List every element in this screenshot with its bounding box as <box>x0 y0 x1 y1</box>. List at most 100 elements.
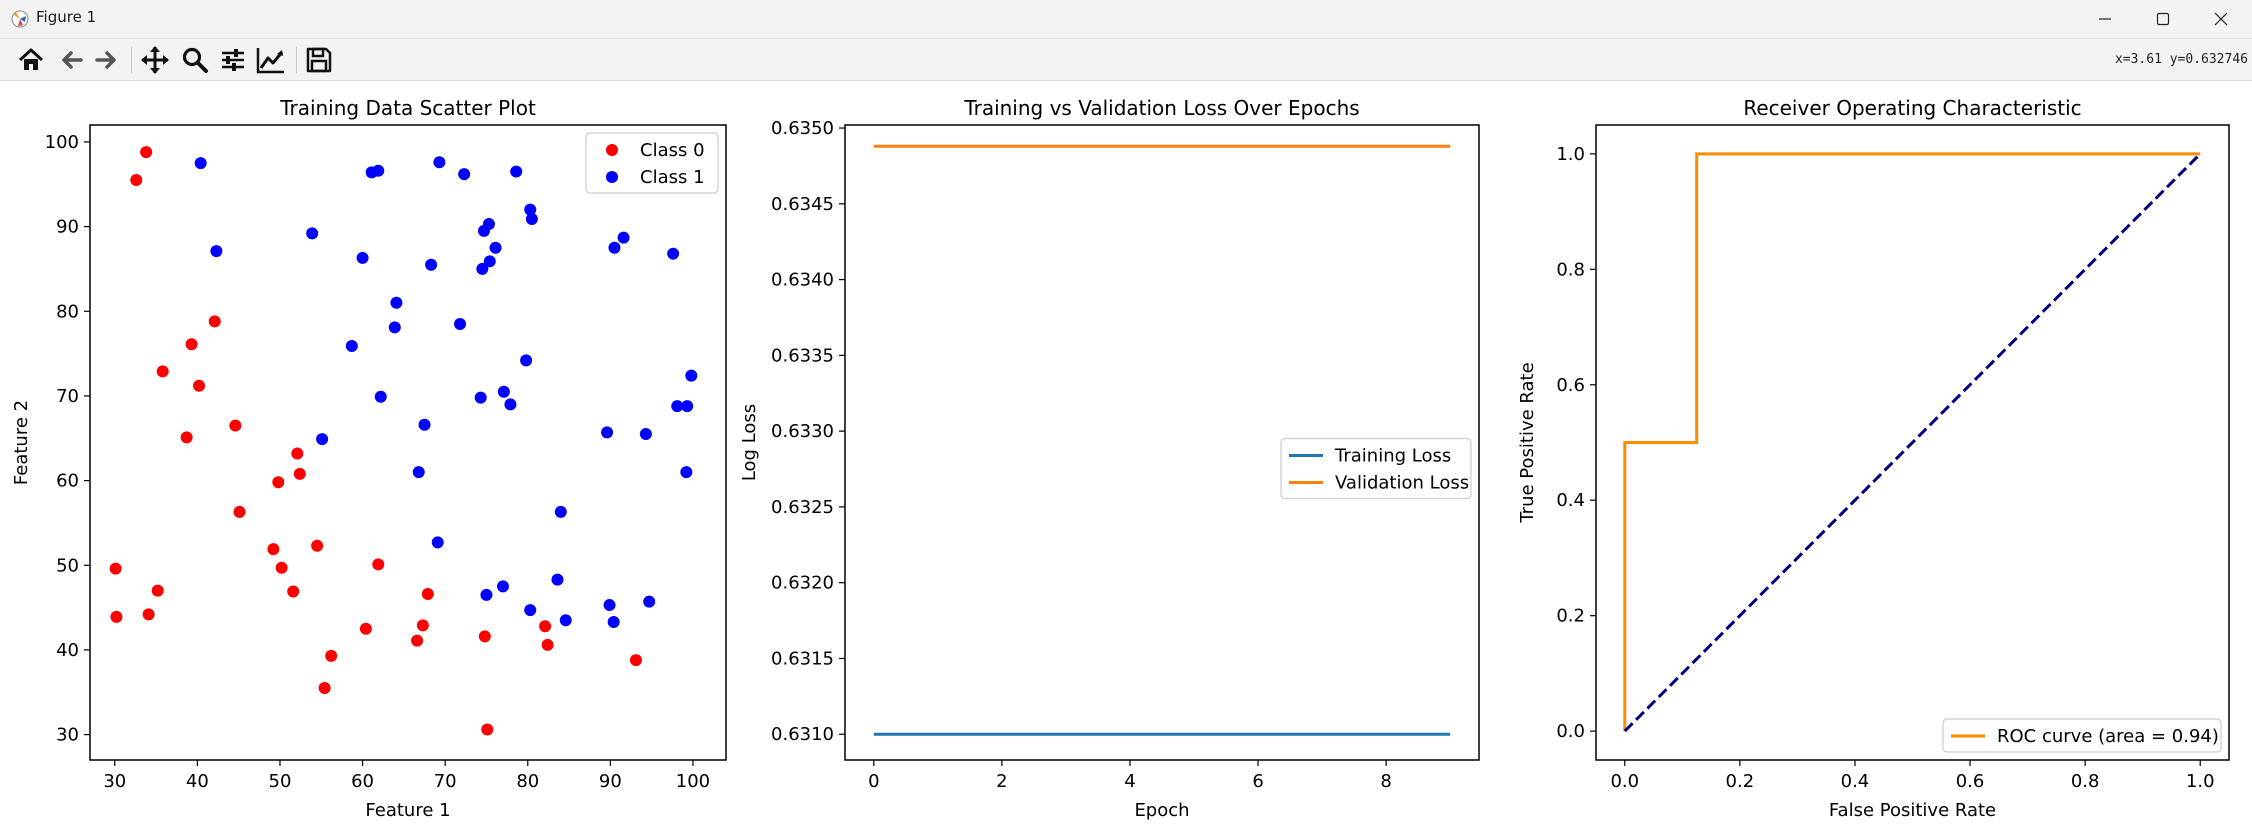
x-tick-label: 100 <box>676 771 710 792</box>
maximize-icon <box>2156 12 2170 26</box>
x-tick-label: 0.0 <box>1610 771 1639 792</box>
scatter-point-class-0 <box>291 447 304 460</box>
maximize-button[interactable] <box>2134 0 2192 38</box>
y-tick-label: 80 <box>56 301 79 322</box>
cursor-coordinates: x=3.61 y=0.632746 <box>2114 52 2248 67</box>
x-tick-label: 40 <box>186 771 209 792</box>
back-icon <box>62 51 83 69</box>
home-button[interactable] <box>14 43 48 77</box>
zoom-icon <box>182 47 208 73</box>
y-axis-label: True Positive Rate <box>1517 362 1538 523</box>
save-button[interactable] <box>302 43 336 77</box>
pan-button[interactable] <box>138 43 172 77</box>
scatter-point-class-1 <box>608 241 621 254</box>
y-tick-label: 0.6310 <box>771 724 834 745</box>
legend: ROC curve (area = 0.94) <box>1942 718 2222 753</box>
scatter-point-class-1 <box>520 354 533 367</box>
scatter-point-class-1 <box>525 212 538 225</box>
x-tick-label: 4 <box>1124 771 1135 792</box>
scatter-point-class-0 <box>110 610 123 623</box>
scatter-point-class-0 <box>151 584 164 597</box>
scatter-point-class-0 <box>275 561 288 574</box>
y-axis-label: Feature 2 <box>11 400 32 485</box>
axes-frame <box>844 124 1480 761</box>
y-tick-label: 0.8 <box>1556 259 1585 280</box>
y-tick-label: 0.4 <box>1556 490 1585 511</box>
legend-label: Validation Loss <box>1335 473 1469 494</box>
close-button[interactable] <box>2192 0 2250 38</box>
legend-label: Class 1 <box>640 167 705 188</box>
scatter-point-class-0 <box>109 562 122 575</box>
y-tick-label: 90 <box>56 217 79 238</box>
y-tick-label: 0.6 <box>1556 375 1585 396</box>
scatter-point-class-0 <box>311 539 324 552</box>
chart-title: Training Data Scatter Plot <box>279 96 536 120</box>
x-tick-label: 1.0 <box>2186 771 2215 792</box>
scatter-point-class-0 <box>156 365 169 378</box>
scatter-point-class-1 <box>559 614 572 627</box>
scatter-point-class-1 <box>524 203 537 216</box>
scatter-point-class-1 <box>671 400 684 413</box>
plot-area[interactable] <box>90 125 726 760</box>
scatter-point-class-0 <box>629 654 642 667</box>
scatter-point-class-1 <box>372 164 385 177</box>
legend-marker <box>606 171 618 183</box>
x-tick-label: 60 <box>351 771 374 792</box>
scatter-point-class-0 <box>541 638 554 651</box>
scatter-point-class-0 <box>142 608 155 621</box>
y-tick-label: 0.6340 <box>771 270 834 291</box>
scatter-point-class-1 <box>603 599 616 612</box>
scatter-point-class-1 <box>489 241 502 254</box>
scatter-point-class-1 <box>483 255 496 268</box>
scatter-point-class-1 <box>680 466 693 479</box>
y-tick-label: 50 <box>56 555 79 576</box>
legend-label: Class 0 <box>640 140 705 161</box>
scatter-point-class-0 <box>416 619 429 632</box>
scatter-point-class-1 <box>504 398 517 411</box>
scatter-point-class-0 <box>478 630 491 643</box>
y-tick-label: 0.6330 <box>771 421 834 442</box>
home-icon <box>18 48 44 70</box>
configure-subplots-icon <box>222 49 244 71</box>
scatter-point-class-1 <box>388 321 401 334</box>
y-tick-label: 0.6315 <box>771 648 834 669</box>
edit-axis-icon <box>256 48 284 74</box>
scatter-point-class-1 <box>356 251 369 264</box>
series-line-roc-curve-area-0-94 <box>1623 152 2201 732</box>
back-button[interactable] <box>54 43 88 77</box>
edit-axis-button[interactable] <box>254 43 288 77</box>
forward-button[interactable] <box>90 43 124 77</box>
subplot-1[interactable]: 30 40 50 60 70 80 90 100 30 40 50 60 70 80 90 100 Traini… <box>11 96 727 821</box>
scatter-point-class-1 <box>477 224 490 237</box>
minimize-icon <box>2099 18 2111 20</box>
x-tick-label: 90 <box>599 771 622 792</box>
zoom-button[interactable] <box>178 43 212 77</box>
legend-label: ROC curve (area = 0.94) <box>1997 726 2219 747</box>
scatter-point-class-1 <box>374 390 387 403</box>
legend-marker <box>606 144 618 156</box>
subplot-2[interactable]: 0 2 4 6 8 0.6310 0.6315 0.6320 0.6325 0.6330 0.633… <box>739 96 1480 821</box>
window-title: Figure 1 <box>36 8 97 26</box>
figure-canvas[interactable]: 30 40 50 60 70 80 90 100 30 40 50 60 70 80 90 100 Traini… <box>0 81 2252 832</box>
scatter-point-class-1 <box>510 165 523 178</box>
scatter-point-class-1 <box>681 400 694 413</box>
figure-svg[interactable]: 30 40 50 60 70 80 90 10030405060708090100Traini… <box>0 81 2252 832</box>
scatter-point-class-1 <box>431 536 444 549</box>
x-tick-label: 0 <box>868 771 879 792</box>
y-tick-label: 70 <box>56 386 79 407</box>
scatter-point-class-0 <box>318 682 331 695</box>
scatter-point-class-0 <box>267 543 280 556</box>
minimize-button[interactable] <box>2076 0 2134 38</box>
toolbar-separator <box>131 47 132 73</box>
scatter-point-class-1 <box>643 595 656 608</box>
scatter-point-class-1 <box>458 168 471 181</box>
scatter-point-class-1 <box>551 573 564 586</box>
scatter-point-class-1 <box>554 505 567 518</box>
subplot-3[interactable]: 0.0 0.2 0.4 0.6 0.8 1.0 0.0 0.2 0.4 0.6 0.8 1.0 Rece… <box>1517 96 2230 821</box>
legend-box <box>1942 718 2222 753</box>
y-tick-label: 0.6350 <box>771 118 834 139</box>
configure-subplots-button[interactable] <box>216 43 250 77</box>
scatter-point-class-0 <box>140 146 153 159</box>
window-titlebar: Figure 1 <box>0 0 2252 39</box>
scatter-point-class-0 <box>193 379 206 392</box>
